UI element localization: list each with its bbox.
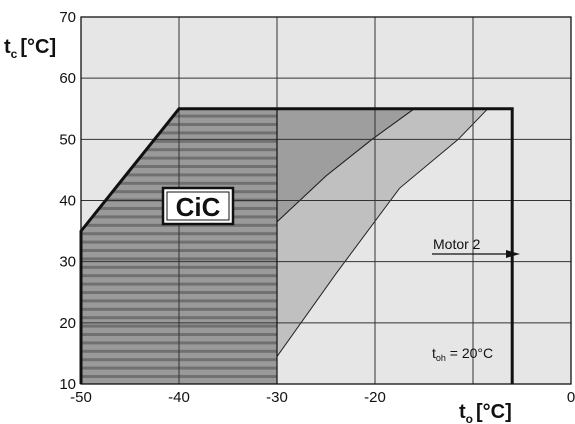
x-tick-label: -50: [70, 389, 92, 406]
x-tick-label: -20: [364, 389, 386, 406]
x-tick-label: -30: [266, 389, 288, 406]
motor-2-annotation: Motor 2: [432, 236, 520, 258]
y-tick-label: 70: [59, 9, 76, 26]
logo-text: CiC: [176, 192, 221, 222]
toh-label: toh = 20°C: [432, 345, 493, 363]
plot-frame: [80, 16, 572, 385]
y-tick-label: 20: [59, 315, 76, 332]
cic-logo: CiC: [161, 186, 235, 226]
y-tick-label: 60: [59, 70, 76, 87]
motor-2-label: Motor 2: [433, 236, 481, 252]
x-axis-ticks: -50 -40 -30 -20 0: [70, 389, 575, 406]
y-tick-label: 40: [59, 193, 76, 210]
y-axis-ticks: 10 20 30 40 50 60 70: [59, 9, 76, 393]
x-tick-label: 0: [567, 389, 575, 406]
plot-border: [80, 16, 572, 385]
x-tick-label: -40: [168, 389, 190, 406]
operating-envelope: [79, 107, 514, 384]
y-tick-label: 10: [59, 376, 76, 393]
x-axis-title: to [°C]: [459, 401, 512, 424]
y-axis-title: tc [°C]: [4, 36, 56, 61]
y-tick-label: 30: [59, 254, 76, 271]
envelope-line: [79, 107, 514, 384]
motor-2-arrow-head: [506, 250, 520, 258]
y-tick-label: 50: [59, 131, 76, 148]
